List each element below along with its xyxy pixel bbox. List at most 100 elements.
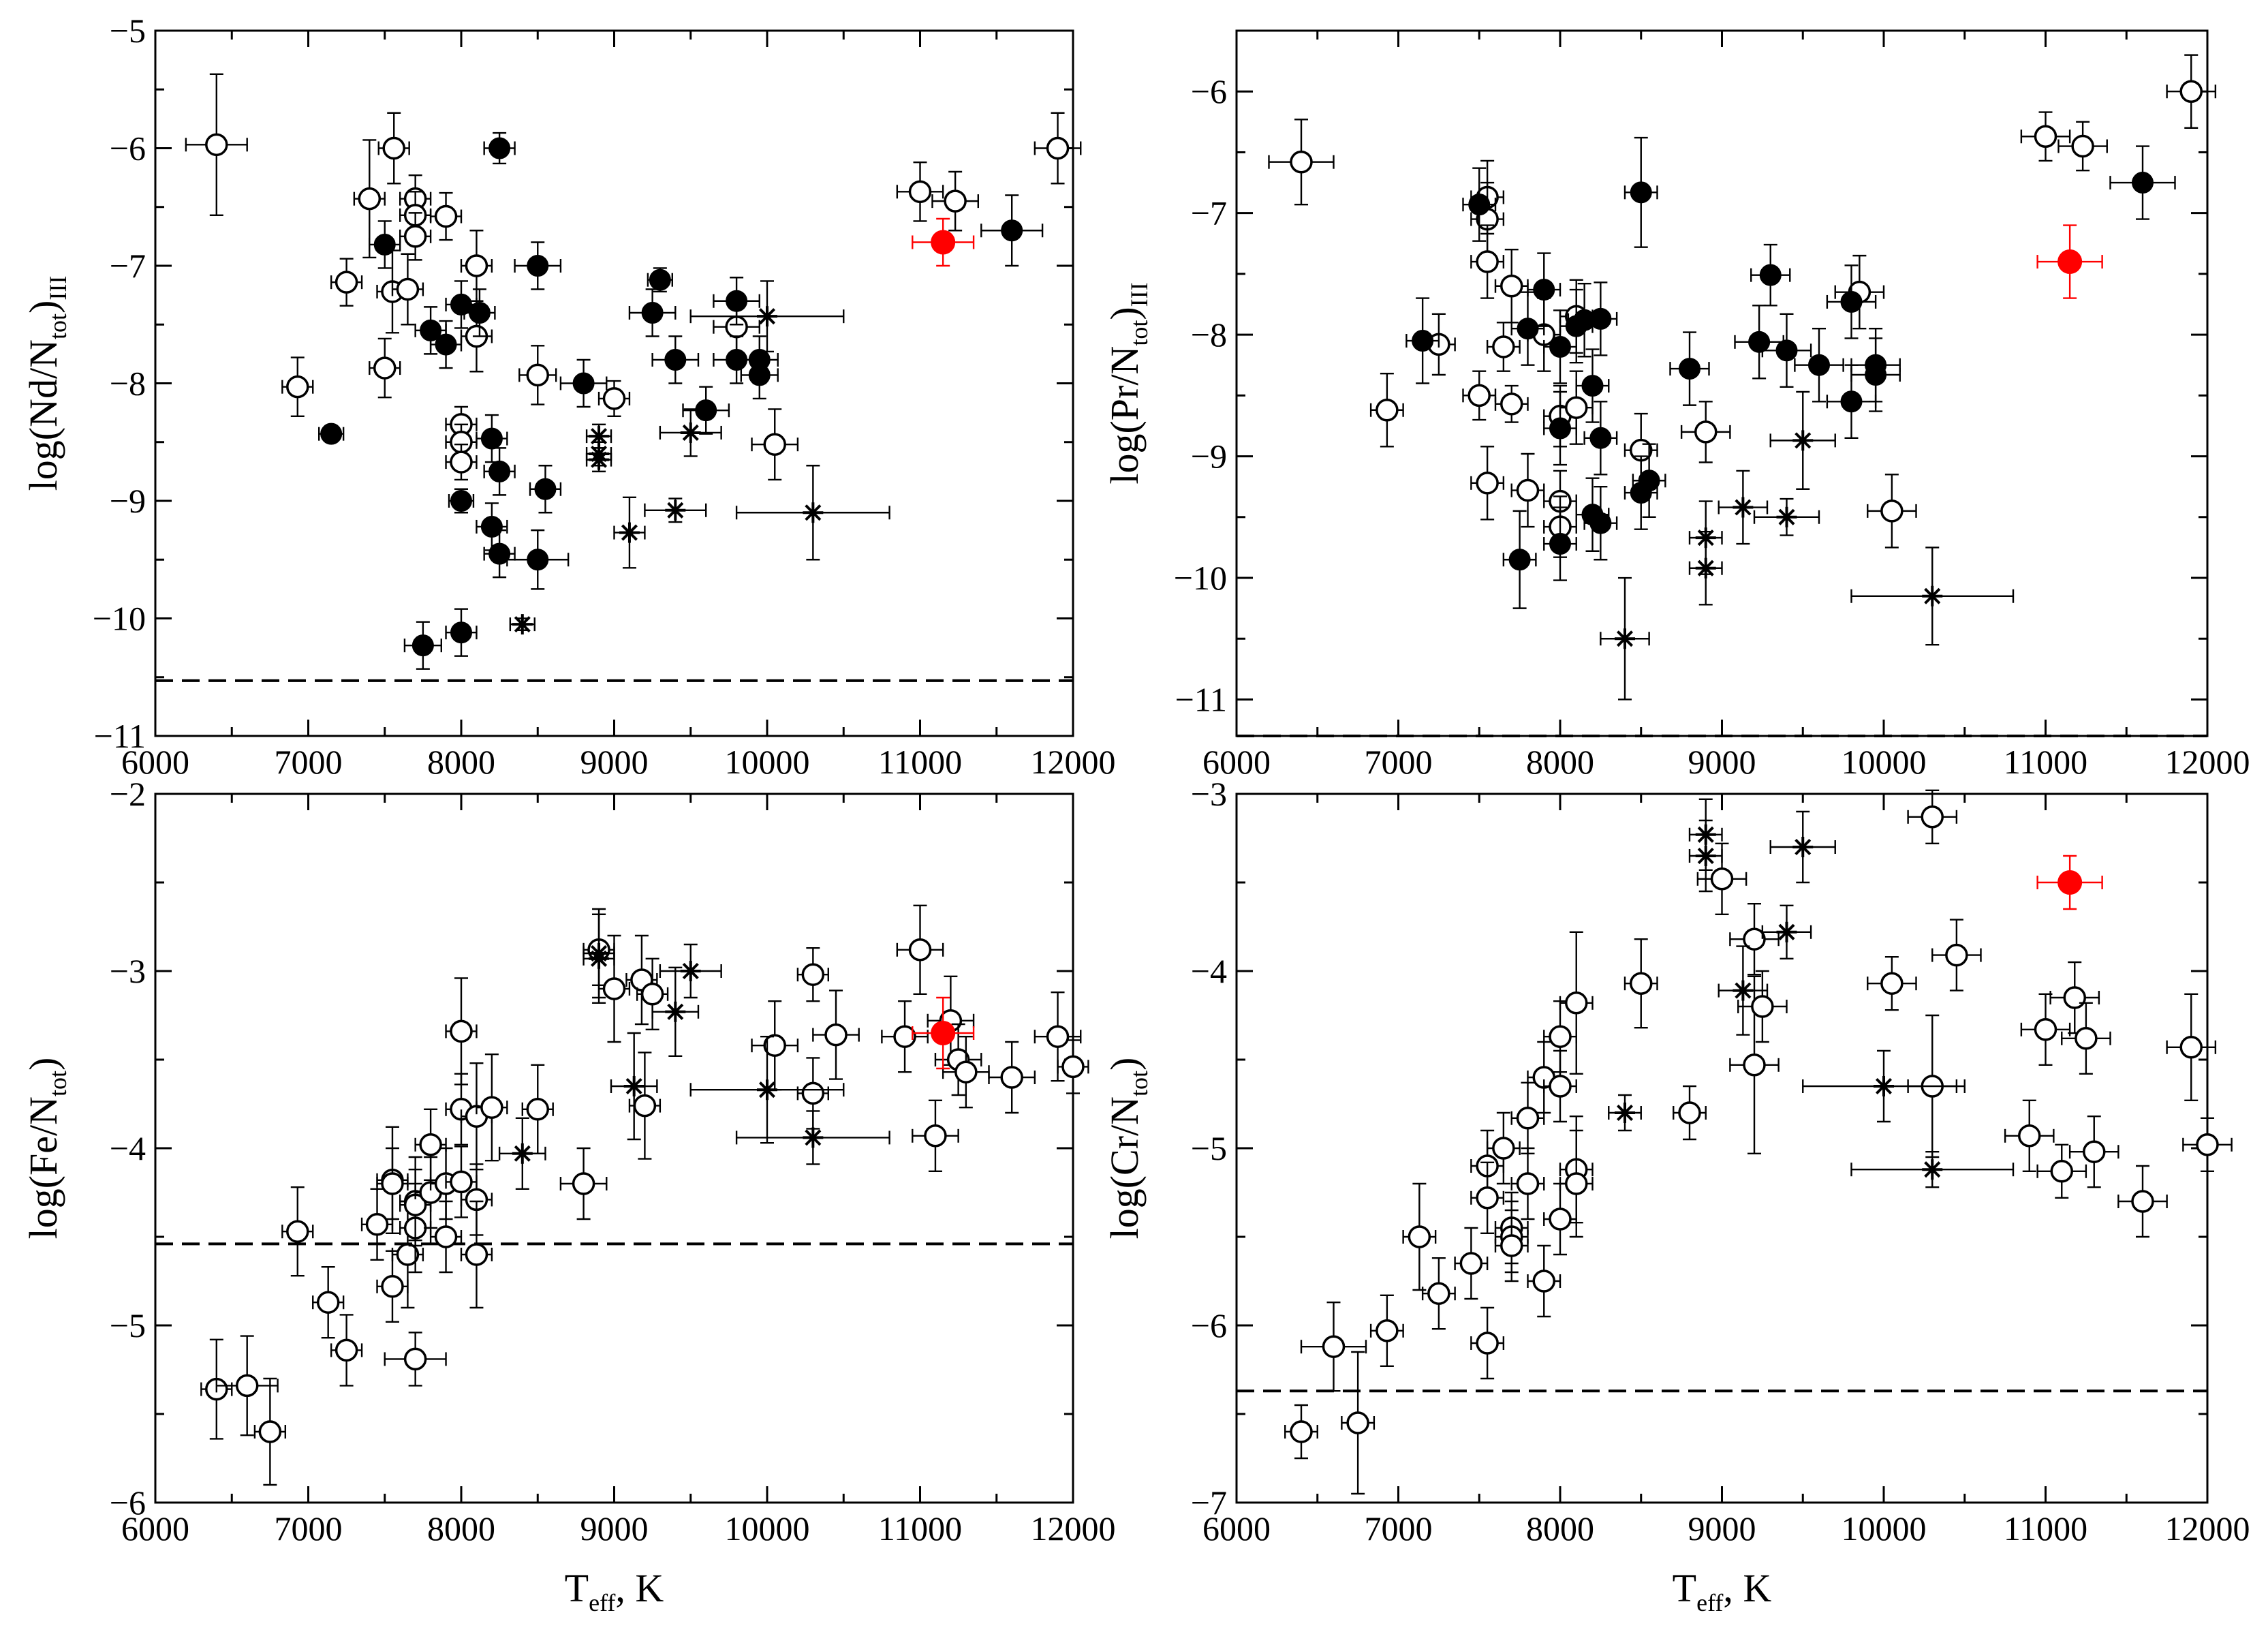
marker-open-circle: [358, 187, 382, 211]
marker-open-circle: [1500, 1234, 1523, 1257]
marker-open-circle: [1322, 1335, 1346, 1358]
marker-asterisk-stroke: [1616, 630, 1634, 647]
marker-open-circle: [1476, 1186, 1499, 1210]
marker-open-circle: [1565, 396, 1588, 419]
marker-open-circle: [602, 387, 626, 410]
marker-open-circle: [419, 1133, 442, 1156]
data-point: [1527, 1244, 1562, 1318]
panel-nd: 6000 7000 8000 9000 10000 11000 12000 −11 −10 −9 −…: [21, 12, 1116, 781]
marker-open-circle: [2083, 1140, 2106, 1163]
data-point: [812, 989, 860, 1080]
data-point: [597, 380, 631, 417]
data-point: [185, 73, 248, 217]
data-point: [514, 241, 562, 290]
marker-filled-circle: [468, 302, 491, 324]
marker-open-circle: [2131, 1190, 2154, 1213]
marker-filled-circle: [1001, 219, 1023, 242]
x-label-main: T: [1673, 1566, 1696, 1610]
x-tick-label: 10000: [725, 743, 810, 781]
marker-asterisk-stroke: [591, 428, 608, 445]
marker-open-circle: [801, 963, 825, 986]
data-point: [476, 502, 508, 551]
marker-open-circle: [403, 225, 427, 248]
x-label-sub: eff: [1696, 1589, 1723, 1616]
data-point: [1734, 305, 1784, 380]
marker-open-circle: [286, 375, 309, 399]
marker-open-circle: [526, 1098, 549, 1121]
marker-filled-circle: [1840, 290, 1863, 313]
data-point: [1405, 297, 1440, 384]
data-point: [1753, 497, 1820, 536]
data-point: [2117, 1165, 2168, 1238]
x-axis-label: Teff, K: [565, 1566, 664, 1616]
marker-filled-circle: [488, 137, 511, 159]
data-point: [509, 614, 535, 635]
series-filled: [318, 132, 1044, 670]
data-point: [1527, 252, 1562, 327]
data-point: [429, 1200, 463, 1274]
marker-open-circle: [908, 180, 932, 204]
data-point: [483, 447, 516, 496]
marker-open-circle: [1565, 1172, 1588, 1195]
data-point: [369, 220, 401, 269]
marker-asterisk-stroke: [1735, 499, 1752, 516]
data-point: [384, 1332, 447, 1387]
marker-filled-circle: [1468, 194, 1491, 216]
x-tick-label: 7000: [1365, 743, 1433, 781]
data-point: [735, 1110, 890, 1165]
marker-open-circle: [1516, 478, 1540, 502]
marker-open-circle: [763, 433, 786, 456]
x-tick-label: 10000: [1842, 743, 1927, 781]
series-filled: [1405, 136, 2176, 609]
data-point: [1402, 1182, 1437, 1291]
y-label-main: log(Fe/N: [21, 1096, 65, 1239]
marker-asterisk-stroke: [1778, 923, 1795, 940]
data-point: [445, 977, 478, 1086]
y-tick-label: −11: [1175, 680, 1227, 718]
marker-asterisk-stroke: [1697, 847, 1714, 865]
panel-fe: 6000 7000 8000 9000 10000 11000 12000 −6 −5 −4 −3 −…: [21, 775, 1116, 1616]
data-point: [896, 161, 944, 222]
data-point: [1034, 112, 1082, 185]
data-point: [1680, 401, 1731, 463]
data-point: [1608, 1094, 1642, 1132]
data-point: [942, 1035, 990, 1109]
y-label-sub: tot: [44, 313, 72, 339]
data-point: [1470, 1306, 1505, 1380]
y-tick-label: −8: [1191, 316, 1227, 354]
marker-filled-circle: [726, 290, 748, 312]
marker-open-circle: [1061, 1055, 1085, 1079]
x-tick-label: 11000: [2004, 743, 2087, 781]
data-point: [689, 1035, 845, 1144]
data-point: [1794, 327, 1844, 403]
data-point: [445, 280, 478, 329]
data-point: [1300, 1301, 1367, 1392]
data-point: [1486, 1111, 1521, 1185]
data-point: [2049, 961, 2100, 1034]
y-tick-label: −5: [110, 1306, 146, 1344]
marker-open-circle: [633, 1094, 657, 1118]
y-tick-label: −10: [1174, 559, 1227, 597]
data-point: [1421, 1257, 1456, 1330]
marker-asterisk-stroke: [1924, 1161, 1941, 1178]
y-label-sub: tot: [1125, 1071, 1153, 1096]
data-point: [1559, 1129, 1594, 1238]
marker-filled-circle: [664, 349, 687, 371]
marker-open-circle: [602, 977, 626, 1000]
marker-open-circle: [2196, 1133, 2219, 1156]
marker-open-circle: [1751, 995, 1774, 1018]
marker-open-circle: [944, 189, 967, 213]
marker-filled-circle: [1638, 470, 1660, 492]
y-tick-label: −2: [110, 775, 146, 813]
data-point: [460, 1200, 493, 1309]
x-tick-label: 6000: [1202, 1509, 1271, 1548]
data-point: [740, 350, 779, 400]
series-highlight: [2036, 224, 2103, 299]
marker-open-circle: [1630, 972, 1653, 995]
marker-asterisk-stroke: [1795, 432, 1812, 449]
marker-asterisk-stroke: [805, 1129, 822, 1146]
data-point: [1834, 254, 1885, 330]
marker-open-circle: [480, 1096, 503, 1119]
marker-open-circle: [434, 1225, 458, 1248]
data-point: [1583, 485, 1618, 561]
